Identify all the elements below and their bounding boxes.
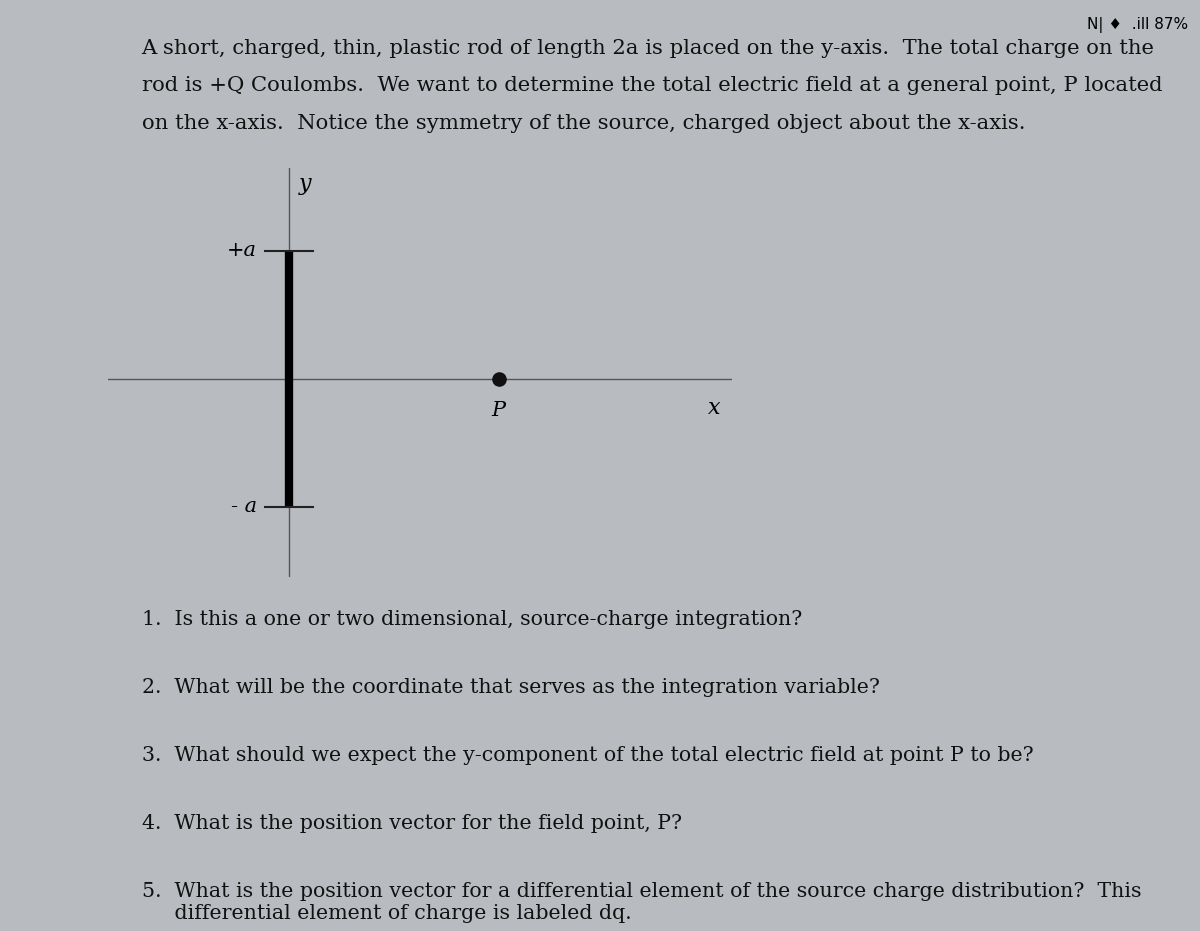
Text: y: y [299,173,312,196]
Text: N| ♦  .ill 87%: N| ♦ .ill 87% [1087,17,1188,33]
Text: 3.  What should we expect the y-component of the total electric field at point P: 3. What should we expect the y-component… [142,746,1033,764]
Text: +a: +a [227,241,257,261]
Text: on the x-axis.  Notice the symmetry of the source, charged object about the x-ax: on the x-axis. Notice the symmetry of th… [142,114,1025,132]
Text: x: x [708,397,720,419]
Text: 5.  What is the position vector for a differential element of the source charge : 5. What is the position vector for a dif… [142,882,1141,923]
Text: P: P [492,400,505,420]
Text: 1.  Is this a one or two dimensional, source-charge integration?: 1. Is this a one or two dimensional, sou… [142,610,802,628]
Text: 2.  What will be the coordinate that serves as the integration variable?: 2. What will be the coordinate that serv… [142,678,880,696]
Text: rod is +Q Coulombs.  We want to determine the total electric field at a general : rod is +Q Coulombs. We want to determine… [142,76,1162,95]
Text: - a: - a [230,497,257,517]
Text: 4.  What is the position vector for the field point, P?: 4. What is the position vector for the f… [142,814,682,832]
Point [488,371,508,386]
Text: A short, charged, thin, plastic rod of length 2a is placed on the y-axis.  The t: A short, charged, thin, plastic rod of l… [142,39,1154,58]
